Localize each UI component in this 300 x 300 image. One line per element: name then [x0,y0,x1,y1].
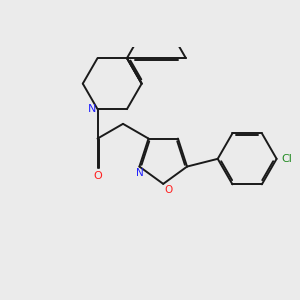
Text: O: O [93,171,102,181]
Text: Cl: Cl [281,154,292,164]
Text: N: N [88,104,96,114]
Text: N: N [136,168,143,178]
Text: O: O [165,185,173,195]
